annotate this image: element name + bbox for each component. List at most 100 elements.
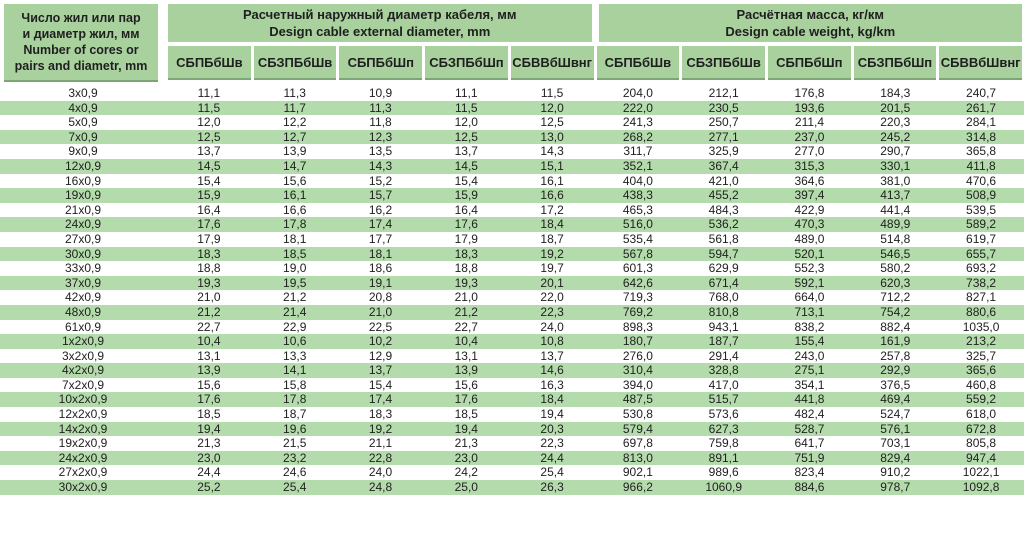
value-cell: 693,2 — [966, 261, 997, 276]
value-cell: 13,9 — [283, 144, 307, 159]
value-cell: 823,4 — [794, 465, 825, 480]
value-cell: 18,8 — [197, 261, 221, 276]
value-cell: 176,8 — [794, 86, 825, 100]
table-row: 24x2x0,9 23,0 23,2 22,8 23,0 24,4 813,0 891,1 75… — [0, 450, 1024, 466]
value-cell: 23,0 — [197, 450, 221, 465]
row-header-line: Число жил или пар — [21, 11, 141, 25]
value-cell: 257,8 — [880, 348, 911, 363]
row-label: 30x2x0,9 — [58, 480, 108, 495]
value-cell: 10,8 — [540, 334, 564, 349]
value-cell: 26,3 — [540, 480, 564, 495]
value-cell: 11,7 — [283, 100, 306, 115]
value-cell: 15,1 — [540, 158, 564, 173]
value-cell: 629,9 — [708, 261, 739, 276]
value-cell: 18,4 — [540, 392, 564, 407]
value-cell: 213,2 — [966, 334, 997, 349]
row-label: 24x0,9 — [64, 217, 102, 232]
value-cell: 14,1 — [283, 363, 307, 378]
value-cell: 11,8 — [369, 115, 392, 130]
value-cell: 23,0 — [454, 450, 478, 465]
value-cell: 751,9 — [794, 450, 825, 465]
value-cell: 13,7 — [197, 144, 221, 159]
value-cell: 19,3 — [454, 275, 478, 290]
table-row: 30x0,9 18,3 18,5 18,1 18,3 19,2 567,8 594,7 520,… — [0, 246, 1024, 262]
value-cell: 16,4 — [197, 202, 221, 217]
value-cell: 14,7 — [283, 158, 307, 173]
row-label: 48x0,9 — [64, 304, 102, 319]
subheader-cell: СБЗПБбШв — [253, 46, 337, 80]
value-cell: 627,3 — [708, 421, 739, 436]
value-cell: 18,1 — [283, 231, 307, 246]
value-cell: 768,0 — [708, 290, 739, 305]
value-cell: 18,5 — [283, 246, 307, 261]
value-cell: 10,2 — [368, 334, 393, 349]
value-cell: 15,6 — [283, 173, 307, 188]
value-cell: 19,2 — [540, 246, 564, 261]
value-cell: 277,0 — [794, 144, 825, 159]
value-cell: 14,3 — [368, 158, 393, 173]
value-cell: 13,1 — [454, 348, 478, 363]
table-row: 33x0,9 18,8 19,0 18,6 18,8 19,7 601,3 629,9 552,… — [0, 261, 1024, 276]
value-cell: 21,2 — [197, 304, 221, 319]
value-cell: 25,4 — [283, 480, 307, 495]
row-label: 4x2x0,9 — [61, 363, 105, 378]
value-cell: 20,8 — [368, 290, 393, 305]
value-cell: 10,9 — [368, 86, 393, 100]
value-cell: 15,2 — [368, 173, 393, 188]
value-cell: 397,4 — [794, 188, 825, 203]
value-cell: 18,4 — [540, 217, 564, 232]
value-cell: 536,2 — [708, 217, 739, 232]
subheader-cell: СБПБбШп — [339, 46, 423, 80]
value-cell: 482,4 — [794, 407, 825, 422]
subheader-cell: СБВВбШвнг — [939, 46, 1023, 80]
value-cell: 712,2 — [880, 290, 911, 305]
value-cell: 16,1 — [540, 173, 564, 188]
value-cell: 354,1 — [794, 377, 825, 392]
value-cell: 240,7 — [966, 86, 997, 100]
value-cell: 376,5 — [880, 377, 911, 392]
value-cell: 22,8 — [368, 450, 393, 465]
value-cell: 754,2 — [880, 304, 911, 319]
value-cell: 910,2 — [880, 465, 911, 480]
value-cell: 524,7 — [880, 407, 911, 422]
value-cell: 12,0 — [454, 115, 478, 130]
value-cell: 19,3 — [197, 275, 221, 290]
value-cell: 508,9 — [966, 188, 997, 203]
table-body: 3x0,9 11,1 11,3 10,9 11,1 11,5 204,0 212,1 176,8… — [0, 86, 1024, 495]
value-cell: 16,3 — [540, 377, 564, 392]
value-cell: 275,1 — [794, 363, 825, 378]
value-cell: 24,4 — [540, 450, 564, 465]
value-cell: 381,0 — [880, 173, 911, 188]
table-row: 14x2x0,9 19,4 19,6 19,2 19,4 20,3 579,4 627,3 52… — [0, 421, 1024, 437]
table-row: 3x0,9 11,1 11,3 10,9 11,1 11,5 204,0 212,1 176,8… — [0, 86, 1024, 101]
value-cell: 539,5 — [966, 202, 997, 217]
value-cell: 11,3 — [369, 100, 392, 115]
value-cell: 365,6 — [966, 363, 997, 378]
subheader-cell: СБПБбШв — [596, 46, 680, 80]
row-label: 16x0,9 — [64, 173, 102, 188]
value-cell: 24,4 — [197, 465, 221, 480]
value-cell: 220,3 — [880, 115, 911, 130]
value-cell: 25,4 — [540, 465, 564, 480]
value-cell: 18,3 — [454, 246, 478, 261]
value-cell: 455,2 — [708, 188, 739, 203]
table-row: 48x0,9 21,2 21,4 21,0 21,2 22,3 769,2 810,8 713,… — [0, 304, 1024, 320]
value-cell: 23,2 — [283, 450, 307, 465]
value-cell: 12,0 — [197, 115, 221, 130]
group-title-ru: Расчетный наружный диаметр кабеля, мм — [242, 7, 517, 22]
table-row: 24x0,9 17,6 17,8 17,4 17,6 18,4 516,0 536,2 470,… — [0, 217, 1024, 232]
value-cell: 21,5 — [283, 436, 307, 451]
value-cell: 13,7 — [368, 363, 393, 378]
value-cell: 601,3 — [622, 261, 653, 276]
value-cell: 672,8 — [966, 421, 997, 436]
table-row: 7x0,9 12,5 12,7 12,3 12,5 13,0 268,2 277,1 237,0… — [0, 129, 1024, 145]
value-cell: 19,5 — [283, 275, 307, 290]
value-cell: 594,7 — [708, 246, 739, 261]
subheader-cell: СБЗПБбШп — [853, 46, 937, 80]
value-cell: 515,7 — [708, 392, 739, 407]
value-cell: 810,8 — [708, 304, 739, 319]
value-cell: 290,7 — [880, 144, 911, 159]
table-row: 5x0,9 12,0 12,2 11,8 12,0 12,5 241,3 250,7 211,4… — [0, 115, 1024, 130]
value-cell: 13,7 — [454, 144, 478, 159]
subheader-row: СБПБбШв СБЗПБбШв СБПБбШп СБЗПБбШп СБВВбШвнг С… — [168, 46, 1023, 80]
